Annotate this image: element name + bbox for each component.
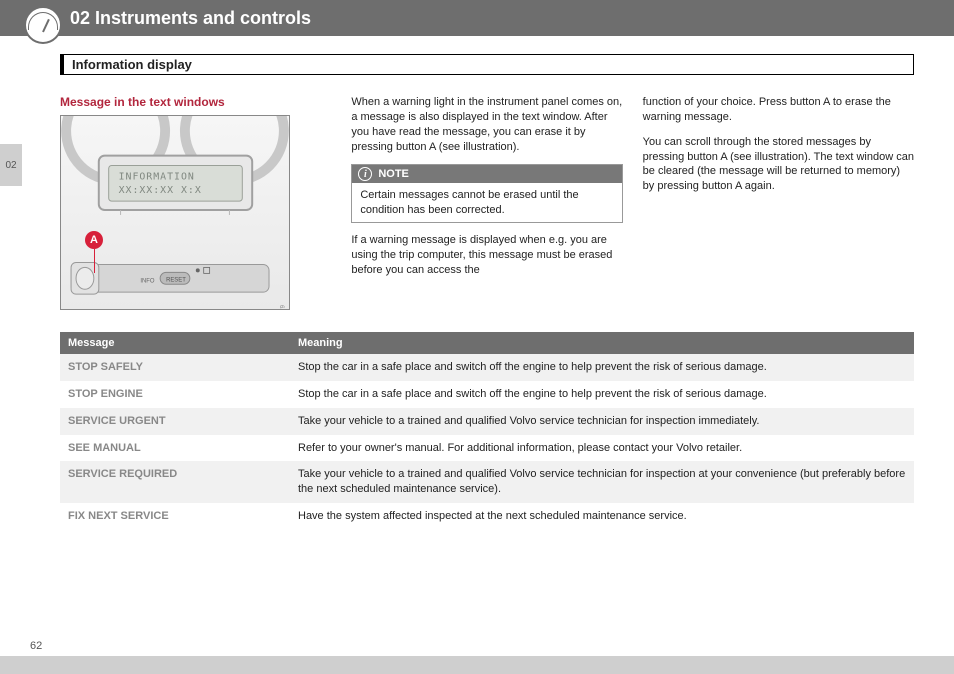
footer-bar <box>0 656 954 674</box>
svg-text:INFO: INFO <box>140 278 155 284</box>
table-row: FIX NEXT SERVICEHave the system affected… <box>60 503 914 530</box>
page-content: Information display Message in the text … <box>0 36 954 530</box>
paragraph: If a warning message is displayed when e… <box>351 233 622 278</box>
section-title: Information display <box>60 54 914 75</box>
page-number: 62 <box>30 640 42 652</box>
note-label: NOTE <box>378 168 409 180</box>
three-columns: Message in the text windows INFORMATION … <box>60 95 914 310</box>
table-row: STOP ENGINEStop the car in a safe place … <box>60 381 914 408</box>
illustration-credit: G020979 <box>281 305 287 310</box>
table-header-row: Message Meaning <box>60 332 914 354</box>
note-box: i NOTE Certain messages cannot be erased… <box>351 164 622 223</box>
table-row: SERVICE REQUIREDTake your vehicle to a t… <box>60 461 914 503</box>
col-message: Message <box>60 332 290 354</box>
svg-text:RESET: RESET <box>166 277 186 283</box>
paragraph: When a warning light in the instrument p… <box>351 95 622 154</box>
note-header: i NOTE <box>352 165 621 183</box>
instrument-illustration: INFORMATION XX:XX:XX X:X INFO RESET <box>60 115 290 310</box>
callout-a-line <box>94 249 95 273</box>
table-row: STOP SAFELYStop the car in a safe place … <box>60 354 914 381</box>
table-row: SEE MANUALRefer to your owner's manual. … <box>60 435 914 462</box>
column-1: Message in the text windows INFORMATION … <box>60 95 331 310</box>
subheading: Message in the text windows <box>60 95 331 109</box>
chapter-title: 02 Instruments and controls <box>70 8 311 29</box>
paragraph: function of your choice. Press button A … <box>643 95 914 125</box>
column-3: function of your choice. Press button A … <box>643 95 914 310</box>
messages-table: Message Meaning STOP SAFELYStop the car … <box>60 332 914 530</box>
paragraph: You can scroll through the stored messag… <box>643 135 914 194</box>
info-icon: i <box>358 167 372 181</box>
gauge-icon <box>24 6 62 44</box>
chapter-header: 02 Instruments and controls <box>0 0 954 36</box>
svg-text:XX:XX:XX X:X: XX:XX:XX X:X <box>119 185 202 196</box>
table-row: SERVICE URGENTTake your vehicle to a tra… <box>60 408 914 435</box>
note-body: Certain messages cannot be erased until … <box>352 183 621 222</box>
callout-a-badge: A <box>85 231 103 249</box>
display-line1: INFORMATION <box>119 171 195 182</box>
column-2: When a warning light in the instrument p… <box>351 95 622 310</box>
col-meaning: Meaning <box>290 332 914 354</box>
